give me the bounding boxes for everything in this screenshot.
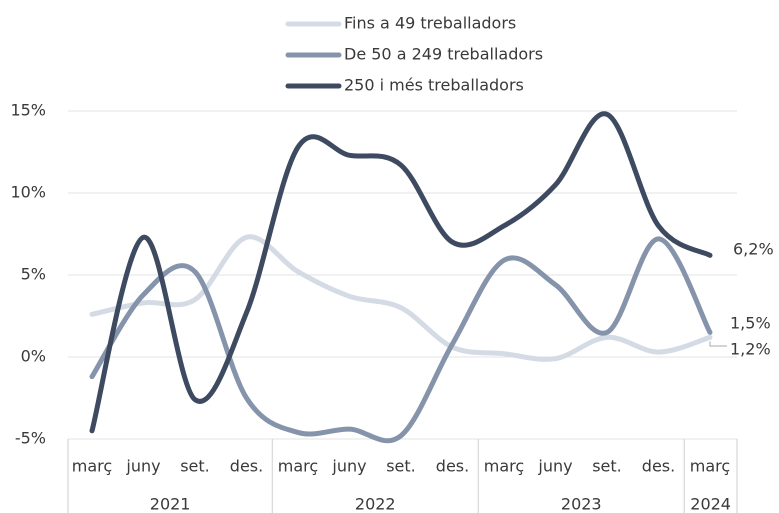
x-tick-label: set. — [180, 457, 210, 476]
legend-label: 250 i més treballadors — [344, 76, 524, 95]
x-tick-label: des. — [642, 457, 675, 476]
x-tick-label: març — [484, 457, 524, 476]
y-tick-label: 5% — [21, 265, 46, 284]
x-tick-label: des. — [436, 457, 469, 476]
data-label: 6,2% — [733, 240, 774, 259]
legend-label: Fins a 49 treballadors — [344, 14, 516, 33]
legend-label: De 50 a 249 treballadors — [344, 45, 543, 64]
group-label: 2024 — [690, 495, 731, 513]
group-label: 2021 — [150, 495, 191, 513]
x-tick-label: març — [278, 457, 318, 476]
x-tick-label: set. — [386, 457, 416, 476]
x-tick-label: set. — [592, 457, 622, 476]
group-label: 2022 — [355, 495, 396, 513]
x-tick-label: març — [690, 457, 730, 476]
y-tick-label: 0% — [21, 347, 46, 366]
series-line — [89, 234, 713, 362]
x-tick-label: juny — [537, 457, 572, 476]
group-label: 2023 — [561, 495, 602, 513]
x-tick-label: juny — [331, 457, 366, 476]
y-tick-label: -5% — [15, 429, 46, 448]
data-label: 1,5% — [730, 314, 771, 333]
series-line — [89, 236, 713, 444]
series-line — [89, 111, 713, 434]
y-tick-label: 15% — [10, 101, 46, 120]
data-label: 1,2% — [730, 340, 771, 359]
x-tick-label: des. — [230, 457, 263, 476]
x-tick-label: juny — [125, 457, 160, 476]
y-tick-label: 10% — [10, 183, 46, 202]
x-tick-label: març — [72, 457, 112, 476]
leader-line — [709, 341, 727, 347]
